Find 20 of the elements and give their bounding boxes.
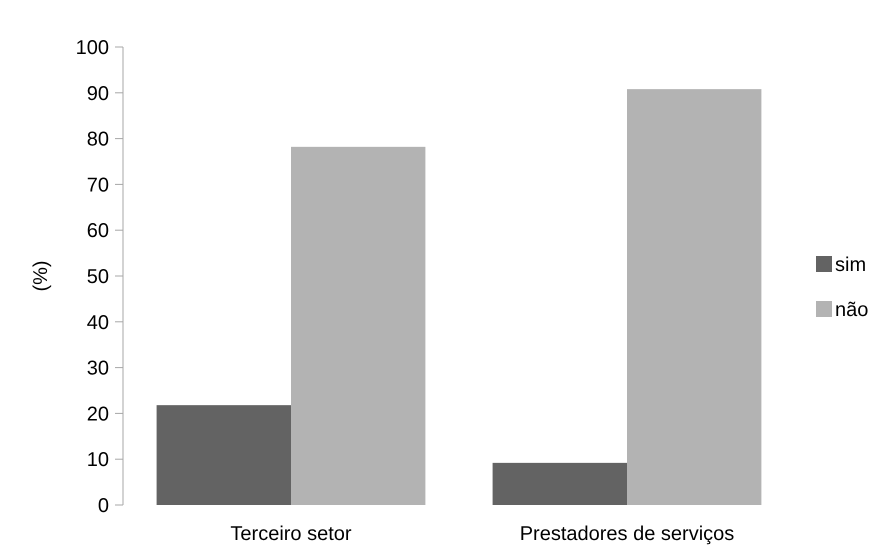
x-tick-label: Prestadores de serviços (520, 523, 734, 545)
y-tick-label: 80 (86, 128, 109, 151)
y-tick-label: 40 (86, 312, 109, 334)
x-tick-label: Terceiro setor (230, 523, 352, 545)
y-axis-title: (%) (30, 260, 52, 292)
y-tick-label: 70 (86, 174, 109, 196)
bar (492, 462, 627, 505)
y-tick-label: 0 (98, 495, 109, 517)
bar (627, 89, 762, 505)
legend-label: sim (835, 254, 866, 276)
y-tick-label: 10 (86, 449, 109, 472)
y-tick-label: 20 (86, 403, 109, 426)
y-tick-label: 50 (86, 266, 109, 288)
y-tick-label: 100 (76, 37, 109, 59)
bar (291, 146, 426, 505)
bar (156, 405, 291, 505)
y-tick-label: 60 (86, 220, 109, 242)
y-tick-label: 30 (86, 358, 109, 380)
legend-label: não (835, 299, 868, 321)
y-tick-label: 90 (86, 82, 109, 105)
